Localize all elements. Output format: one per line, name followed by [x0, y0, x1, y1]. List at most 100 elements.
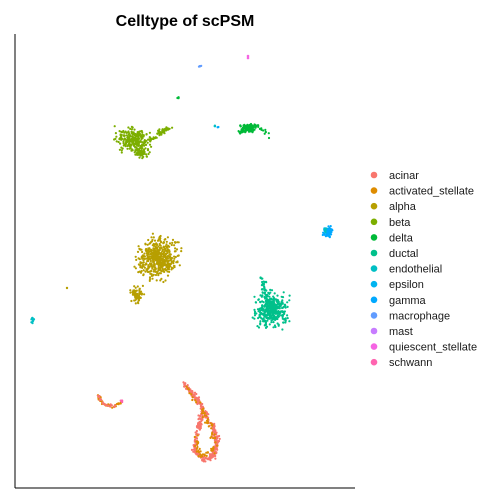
- point-alpha: [166, 270, 168, 272]
- point-alpha: [158, 268, 160, 270]
- point-alpha: [175, 261, 177, 263]
- legend-item-delta: delta: [371, 232, 414, 244]
- point-beta: [136, 152, 138, 154]
- point-delta: [251, 127, 253, 129]
- point-beta: [129, 148, 131, 150]
- point-acinar: [201, 419, 203, 421]
- point-alpha: [171, 260, 173, 262]
- legend-marker: [371, 265, 378, 272]
- point-gamma: [322, 232, 324, 234]
- point-alpha: [153, 258, 155, 260]
- point-ductal: [272, 326, 274, 328]
- point-ductal: [272, 296, 274, 298]
- point-beta: [131, 128, 133, 130]
- point-beta: [120, 131, 122, 133]
- point-alpha: [149, 242, 151, 244]
- point-gamma: [327, 234, 329, 236]
- point-activated-stellate: [210, 427, 212, 429]
- legend-item-schwann: schwann: [371, 357, 433, 369]
- point-activated-stellate: [190, 393, 192, 395]
- point-gamma: [330, 225, 332, 227]
- point-beta: [149, 151, 151, 153]
- point-ductal: [276, 295, 278, 297]
- legend-item-beta: beta: [371, 217, 412, 229]
- point-beta: [119, 149, 121, 151]
- point-beta: [144, 147, 146, 149]
- point-alpha: [152, 233, 154, 235]
- point-beta: [169, 128, 171, 130]
- point-delta: [253, 125, 255, 127]
- point-quiescent-stellate: [247, 57, 250, 60]
- point-ductal: [283, 291, 285, 293]
- point-acinar: [200, 424, 202, 426]
- point-activated-stellate: [202, 410, 204, 412]
- point-alpha: [161, 250, 163, 252]
- point-acinar: [204, 460, 206, 462]
- point-beta: [163, 131, 165, 133]
- point-alpha: [156, 279, 158, 281]
- legend-item-alpha: alpha: [371, 201, 417, 213]
- point-ductal: [277, 303, 279, 305]
- point-ductal: [266, 317, 268, 319]
- point-ductal: [268, 303, 270, 305]
- point-alpha: [173, 244, 175, 246]
- point-delta: [257, 126, 259, 128]
- point-activated-stellate: [185, 386, 187, 388]
- point-ductal: [261, 306, 263, 308]
- point-delta: [176, 97, 178, 99]
- point-ductal: [253, 318, 255, 320]
- point-alpha: [140, 263, 142, 265]
- point-ductal: [278, 324, 280, 326]
- point-acinar: [109, 406, 111, 408]
- point-alpha: [172, 267, 174, 269]
- point-ductal: [263, 287, 265, 289]
- point-alpha: [147, 239, 149, 241]
- point-activated-stellate: [188, 392, 190, 394]
- point-ductal: [273, 299, 275, 301]
- legend-label: macrophage: [389, 310, 450, 322]
- legend: acinaractivated_stellatealphabetadeltadu…: [371, 170, 477, 369]
- point-beta: [136, 154, 138, 156]
- point-beta: [135, 142, 137, 144]
- point-alpha: [138, 257, 140, 259]
- point-alpha: [135, 267, 137, 269]
- point-ductal: [276, 318, 278, 320]
- point-beta: [140, 154, 142, 156]
- point-alpha: [158, 261, 160, 263]
- point-ductal: [266, 299, 268, 301]
- point-alpha: [159, 240, 161, 242]
- point-beta: [114, 125, 116, 127]
- point-beta: [142, 144, 144, 146]
- point-alpha: [163, 246, 165, 248]
- point-activated-stellate: [111, 407, 113, 409]
- point-ductal: [281, 328, 283, 330]
- point-alpha: [143, 253, 145, 255]
- legend-marker: [371, 297, 378, 304]
- point-activated-stellate: [204, 453, 206, 455]
- point-acinar: [216, 449, 218, 451]
- point-alpha: [167, 275, 169, 277]
- point-alpha: [137, 302, 139, 304]
- point-beta: [129, 144, 131, 146]
- point-acinar: [191, 449, 193, 451]
- point-ductal: [263, 320, 265, 322]
- point-beta: [145, 144, 147, 146]
- point-activated-stellate: [206, 420, 208, 422]
- point-acinar: [110, 403, 112, 405]
- point-alpha: [159, 236, 161, 238]
- point-ductal: [260, 317, 262, 319]
- point-ductal: [265, 315, 267, 317]
- point-ductal: [264, 312, 266, 314]
- point-acinar: [213, 424, 215, 426]
- point-alpha: [150, 265, 152, 267]
- point-beta: [123, 139, 125, 141]
- point-ductal: [265, 281, 267, 283]
- point-beta: [121, 151, 123, 153]
- point-alpha: [143, 269, 145, 271]
- point-activated-stellate: [200, 456, 202, 458]
- point-alpha: [141, 267, 143, 269]
- point-beta: [134, 146, 136, 148]
- point-beta: [125, 145, 127, 147]
- point-alpha: [135, 259, 137, 261]
- legend-item-epsilon: epsilon: [371, 279, 424, 291]
